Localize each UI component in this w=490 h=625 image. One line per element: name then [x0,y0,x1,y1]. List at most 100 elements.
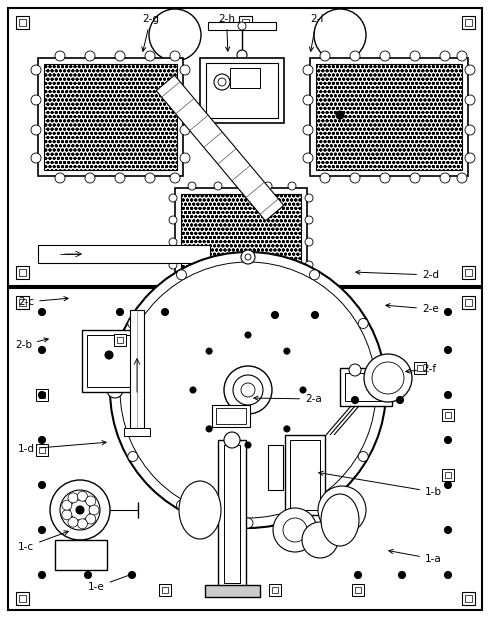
Circle shape [39,391,46,399]
Bar [352,584,364,596]
Circle shape [31,95,41,105]
Circle shape [440,173,450,183]
Circle shape [245,442,251,448]
Circle shape [354,571,362,579]
Circle shape [170,51,180,61]
Circle shape [176,500,187,510]
Circle shape [68,493,78,503]
Bar [36,444,48,456]
Circle shape [85,173,95,183]
Circle shape [380,51,390,61]
Circle shape [77,491,87,501]
Circle shape [86,496,96,506]
Bar [114,334,126,346]
Circle shape [233,375,263,405]
Circle shape [364,354,412,402]
Circle shape [115,173,125,183]
Circle shape [303,125,313,135]
Bar [414,362,426,374]
Bar [417,365,423,371]
Text: 2-e: 2-e [386,304,439,314]
Circle shape [237,50,247,60]
Bar [224,445,240,583]
Bar [355,587,361,593]
Circle shape [180,65,190,75]
Bar [462,296,475,309]
Circle shape [224,432,240,448]
Bar [462,266,475,279]
Circle shape [188,182,196,190]
Circle shape [107,382,123,398]
Circle shape [145,51,155,61]
Circle shape [271,311,278,319]
Bar [36,389,48,401]
Bar [442,409,454,421]
Circle shape [234,274,250,290]
Circle shape [85,51,95,61]
Circle shape [241,250,255,264]
Circle shape [60,490,100,530]
Bar [310,58,468,176]
Bar [117,337,123,343]
Circle shape [218,78,226,86]
Circle shape [240,276,248,284]
Ellipse shape [321,494,359,546]
Circle shape [349,364,361,376]
Circle shape [214,74,230,90]
Bar [19,269,26,276]
Circle shape [465,153,475,163]
Circle shape [336,111,344,119]
Circle shape [465,125,475,135]
Circle shape [266,276,274,284]
Circle shape [76,506,84,514]
Bar [239,16,252,29]
Bar [442,469,454,481]
Circle shape [84,571,92,579]
Circle shape [128,451,138,461]
Bar [8,8,482,286]
Circle shape [68,517,78,527]
Circle shape [358,451,368,461]
Bar [19,595,26,602]
Bar [216,408,246,424]
Circle shape [303,65,313,75]
Bar [290,440,320,510]
Circle shape [314,9,366,61]
Bar [16,16,29,29]
Circle shape [284,426,290,432]
Circle shape [206,348,212,354]
Circle shape [39,346,46,354]
Text: 2-a: 2-a [254,394,322,404]
Bar [465,269,472,276]
Text: 1-c: 1-c [18,531,69,552]
Circle shape [305,238,313,246]
Circle shape [305,261,313,269]
Text: 2-d: 2-d [356,270,439,280]
Bar [181,194,301,272]
Circle shape [117,309,123,316]
Text: 2-f: 2-f [406,364,436,374]
Circle shape [55,173,65,183]
Circle shape [86,514,96,524]
Bar [114,334,126,346]
Bar [117,337,123,343]
Bar [208,22,276,30]
Circle shape [241,383,255,397]
Bar [175,188,307,278]
Circle shape [444,436,451,444]
Bar [462,592,475,605]
Circle shape [224,366,272,414]
Bar [269,584,281,596]
Circle shape [320,173,330,183]
Circle shape [396,396,403,404]
Circle shape [465,95,475,105]
Circle shape [110,385,120,395]
Bar [38,245,210,263]
Circle shape [358,319,368,329]
Circle shape [128,319,138,329]
Text: 1-e: 1-e [88,572,134,592]
Circle shape [302,522,338,558]
Circle shape [190,387,196,393]
Circle shape [305,194,313,202]
Circle shape [252,276,260,284]
